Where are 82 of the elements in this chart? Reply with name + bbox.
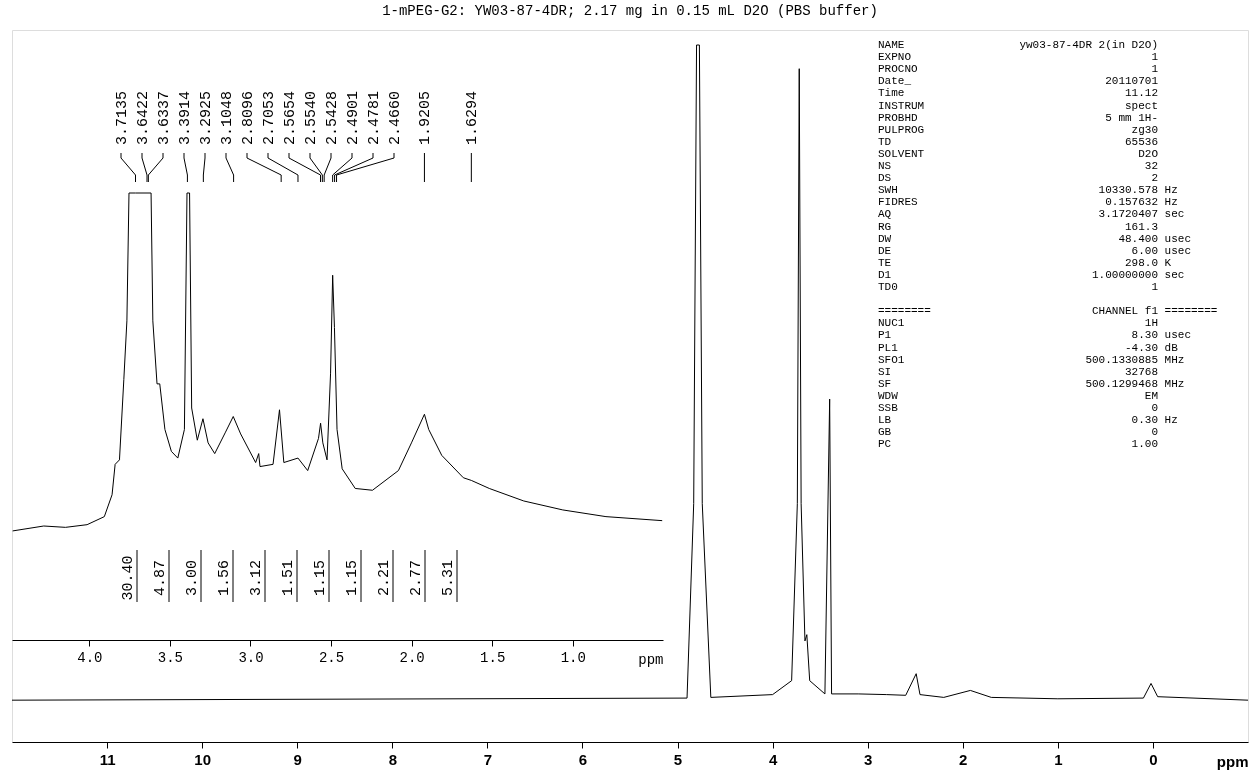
annotation: 2.77 (408, 559, 425, 597)
annotation: 1.15 (344, 559, 361, 597)
text: SF 500.1299468 MHz (878, 377, 1185, 390)
text: GB 0 (878, 426, 1159, 439)
text: SWH 10330.578 Hz (878, 184, 1178, 197)
text: NUC1 1H (878, 317, 1158, 330)
text: LB 0.30 Hz (878, 414, 1178, 427)
annotation: 1.15 (312, 559, 329, 597)
text: EXPNO 1 (878, 51, 1159, 64)
text: PC 1.00 (878, 438, 1159, 451)
annotation: 5.31 (440, 559, 457, 597)
x-tick-label: 0 (1149, 750, 1158, 768)
annotation: 2.4901 (345, 90, 363, 145)
text: PROBHD 5 mm 1H- (878, 111, 1159, 124)
x-tick-label: 3.0 (238, 649, 264, 666)
text: NAME yw03-87-4DR 2(in D2O) (878, 39, 1159, 51)
text: DS 2 (878, 172, 1159, 185)
annotation: 2.21 (376, 559, 393, 597)
text: SOLVENT D2O (878, 147, 1159, 160)
text: NS 32 (878, 160, 1158, 172)
text: D1 1.00000000 sec (878, 268, 1185, 281)
annotation: 3.12 (248, 559, 265, 597)
annotation: 3.7135 (114, 90, 132, 145)
text: SSB 0 (878, 402, 1159, 414)
annotation: 1.9205 (417, 90, 435, 145)
x-tick-label: 2.0 (399, 649, 425, 666)
annotation: 3.3914 (177, 90, 195, 145)
annotation: 2.5428 (324, 90, 342, 145)
x-tick-label: 10 (194, 750, 211, 768)
x-tick-label: 7 (483, 750, 493, 768)
text: TD 65536 (878, 135, 1159, 148)
annotation: 2.4781 (366, 90, 384, 145)
chart-title: 1-mPEG-G2: YW03-87-4DR; 2.17 mg in 0.15 mL D2O (PBS buffer) (382, 3, 878, 19)
text: PROCNO 1 (878, 63, 1159, 76)
x-tick-label: 1 (1054, 750, 1063, 768)
text: Time 11.12 (878, 87, 1159, 100)
x-tick-label: 5 (673, 750, 683, 768)
x-tick-label: 3 (864, 750, 873, 768)
x-tick-label: 2.5 (318, 649, 345, 666)
annotation: 2.5654 (282, 90, 300, 145)
text: RG 161.3 (878, 220, 1159, 233)
annotation: 3.00 (184, 559, 201, 597)
annotation: 4.87 (152, 559, 169, 597)
annotation: 2.8096 (240, 90, 258, 145)
x-tick-label: 8 (388, 750, 397, 768)
text: AQ 3.1720407 sec (878, 208, 1185, 221)
annotation: 2.5540 (303, 90, 321, 145)
text: SI 32768 (878, 365, 1159, 378)
text: DE 6.00 usec (878, 244, 1192, 257)
x-tick-label: 1.5 (480, 649, 506, 666)
x-tick-label: 1.0 (560, 649, 586, 666)
annotation: 3.6422 (135, 90, 153, 145)
text: PULPROG zg30 (878, 123, 1159, 136)
text: TE 298.0 K (878, 256, 1172, 269)
annotation: 1.56 (216, 559, 233, 597)
x-tick-label: 11 (99, 750, 116, 768)
x-tick-label: 4 (768, 750, 778, 768)
annotation: 1.6294 (464, 90, 482, 145)
text: PL1 -4.30 dB (878, 341, 1178, 354)
text: INSTRUM spect (878, 99, 1159, 112)
x-axis-title: ppm (638, 651, 664, 668)
x-tick-label: 3.5 (157, 649, 184, 666)
annotation: 1.51 (280, 559, 297, 597)
x-tick-label: 2 (959, 750, 968, 768)
annotation: 3.6337 (156, 90, 174, 145)
text: P1 8.30 usec (878, 329, 1192, 342)
text: SFO1 500.1330885 MHz (878, 353, 1185, 366)
text: ======== CHANNEL f1 ======== (878, 305, 1218, 318)
x-tick-label: 9 (293, 750, 302, 768)
x-tick-label: 4.0 (77, 649, 103, 666)
text: FIDRES 0.157632 Hz (878, 196, 1178, 209)
x-axis-title: ppm (1216, 752, 1249, 770)
text: WDW EM (878, 389, 1158, 402)
annotation: 2.4660 (387, 90, 405, 145)
text: DW 48.400 usec (878, 232, 1192, 245)
text: TD0 1 (878, 281, 1159, 293)
x-tick-label: 6 (578, 750, 588, 768)
annotation: 2.7053 (261, 90, 279, 145)
annotation: 3.2925 (198, 90, 216, 145)
annotation: 30.40 (120, 555, 137, 601)
annotation: 3.1048 (219, 90, 237, 145)
text: Date_ 20110701 (878, 75, 1159, 88)
